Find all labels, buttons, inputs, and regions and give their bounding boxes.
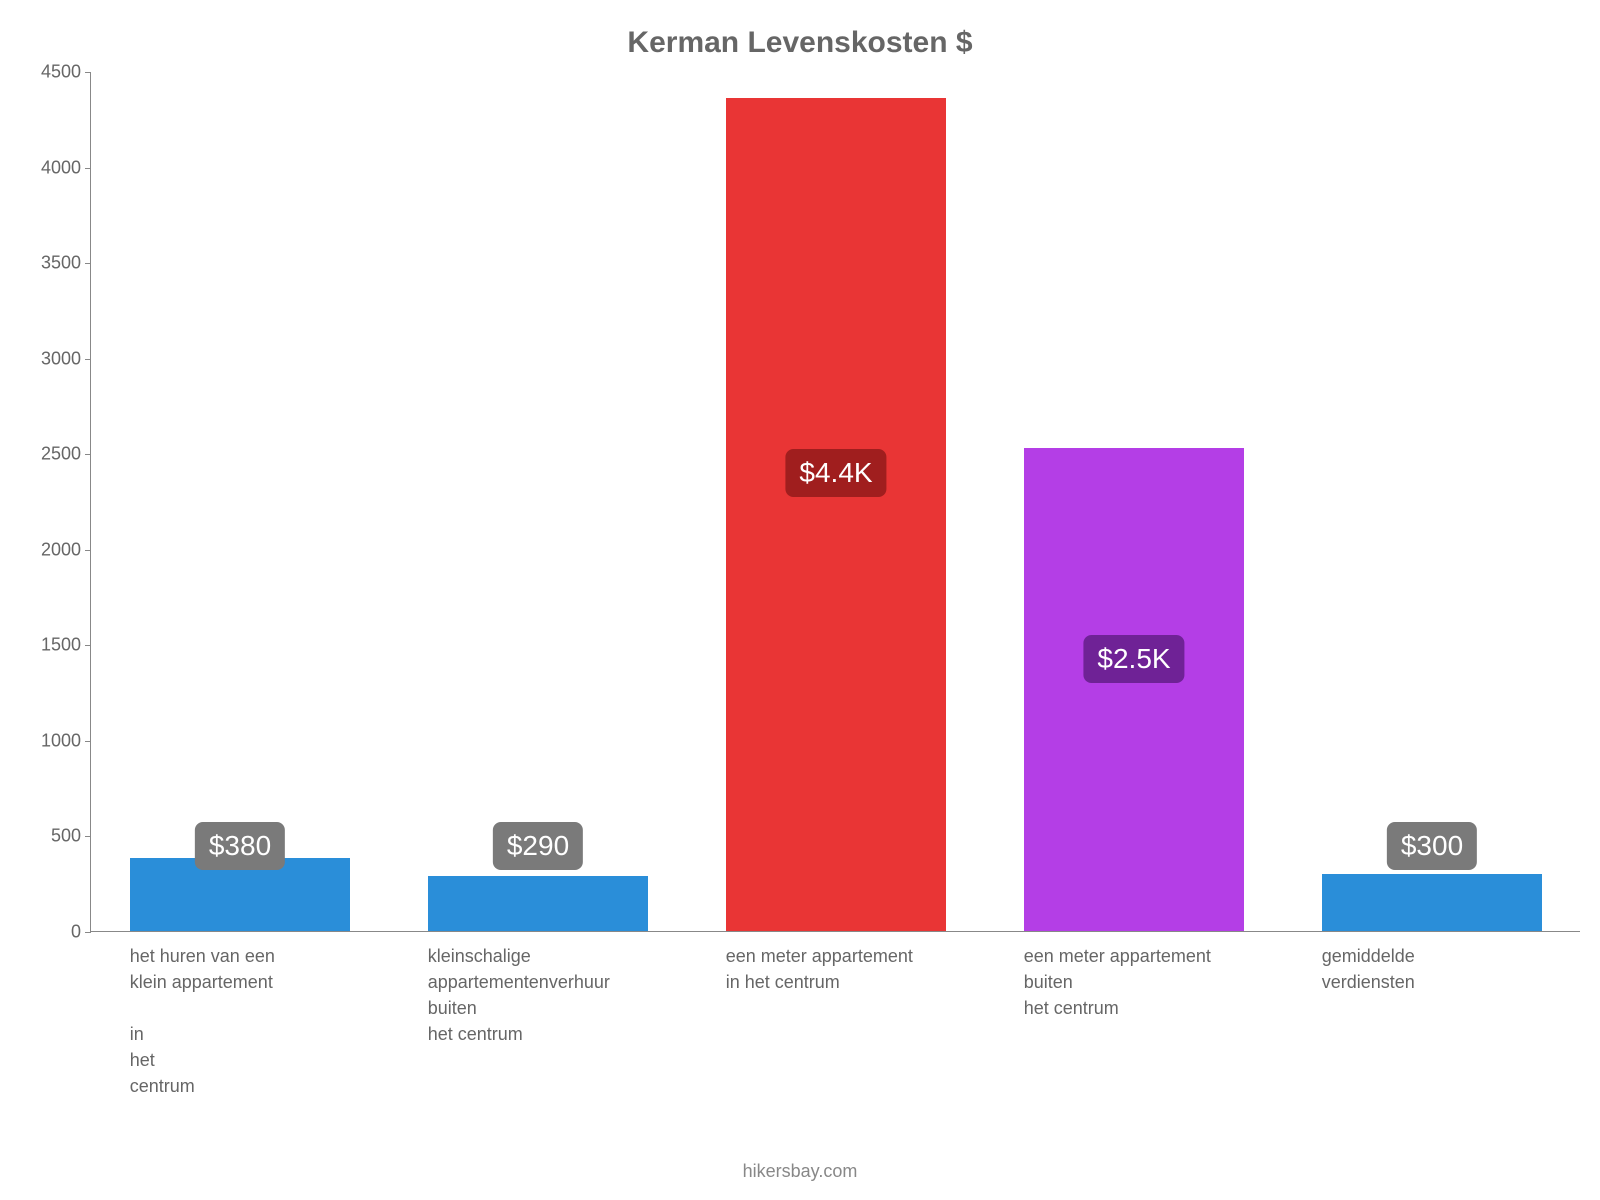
y-axis-tick-mark xyxy=(85,72,91,73)
y-axis-tick-label: 4500 xyxy=(31,62,81,83)
y-axis-tick-mark xyxy=(85,741,91,742)
y-axis-tick-mark xyxy=(85,550,91,551)
y-axis-tick-label: 500 xyxy=(31,826,81,847)
attribution-text: hikersbay.com xyxy=(0,1161,1600,1182)
x-axis-category-label: kleinschalige appartementenverhuur buite… xyxy=(428,931,668,1047)
x-axis-category-label: een meter appartement buiten het centrum xyxy=(1024,931,1264,1021)
bar xyxy=(1322,874,1543,931)
chart-title: Kerman Levenskosten $ xyxy=(0,26,1600,60)
cost-of-living-chart: Kerman Levenskosten $ 050010001500200025… xyxy=(0,0,1600,1200)
y-axis-tick-label: 4000 xyxy=(31,157,81,178)
bar xyxy=(1024,448,1245,932)
x-axis-category-label: het huren van een klein appartement in h… xyxy=(130,931,370,1100)
y-axis-tick-mark xyxy=(85,168,91,169)
x-axis-category-label: gemiddelde verdiensten xyxy=(1322,931,1562,995)
plot-area: 050010001500200025003000350040004500$380… xyxy=(90,72,1580,932)
bar-value-label: $4.4K xyxy=(785,449,886,497)
bar-value-label: $2.5K xyxy=(1083,635,1184,683)
y-axis-tick-label: 0 xyxy=(31,922,81,943)
y-axis-tick-label: 1500 xyxy=(31,635,81,656)
y-axis-tick-mark xyxy=(85,836,91,837)
y-axis-tick-mark xyxy=(85,359,91,360)
y-axis-tick-mark xyxy=(85,645,91,646)
y-axis-tick-label: 1000 xyxy=(31,730,81,751)
bar-value-label: $300 xyxy=(1387,822,1477,870)
y-axis-tick-label: 3500 xyxy=(31,253,81,274)
y-axis-tick-mark xyxy=(85,932,91,933)
y-axis-tick-label: 3000 xyxy=(31,348,81,369)
bar-value-label: $290 xyxy=(493,822,583,870)
x-axis-category-label: een meter appartement in het centrum xyxy=(726,931,966,995)
bar-value-label: $380 xyxy=(195,822,285,870)
y-axis-tick-label: 2500 xyxy=(31,444,81,465)
y-axis-tick-label: 2000 xyxy=(31,539,81,560)
y-axis-tick-mark xyxy=(85,454,91,455)
bar xyxy=(428,876,649,931)
y-axis-tick-mark xyxy=(85,263,91,264)
bar xyxy=(726,98,947,931)
